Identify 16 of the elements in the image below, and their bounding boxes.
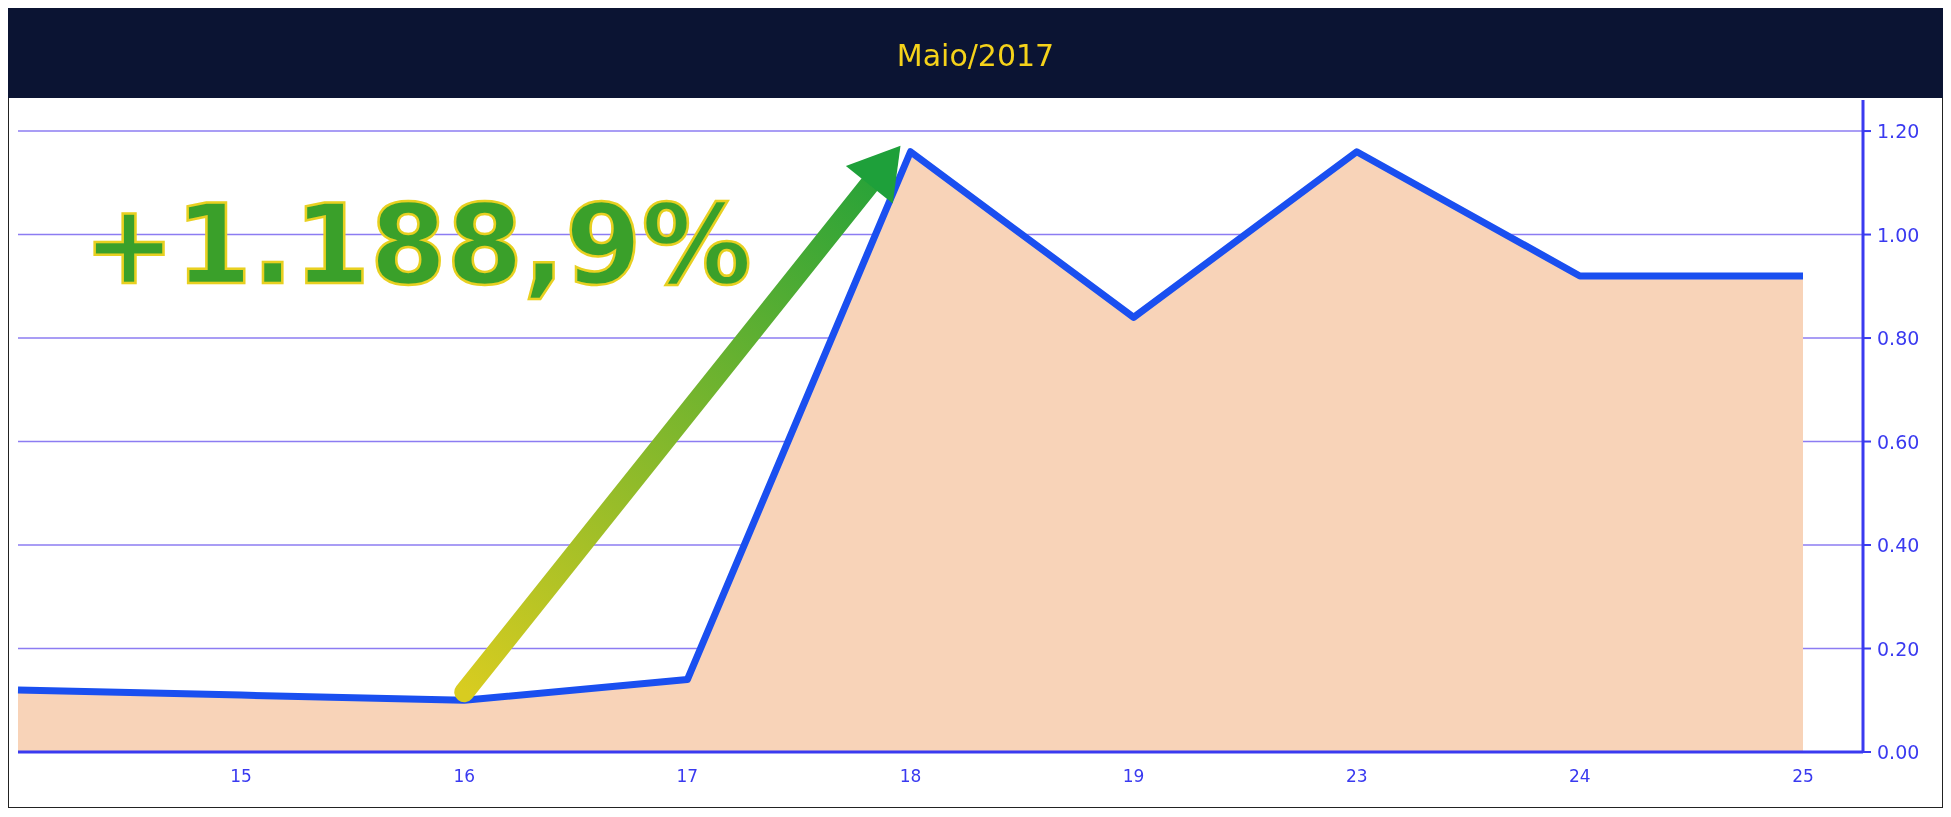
y-tick-label: 0.00	[1877, 741, 1920, 763]
x-tick-label: 15	[230, 766, 252, 786]
y-tick-label: 0.80	[1877, 327, 1920, 350]
x-tick-label: 16	[453, 766, 476, 786]
y-tick-label: 1.00	[1877, 223, 1920, 246]
x-tick-label: 19	[1122, 766, 1145, 786]
chart-title: Maio/2017	[896, 38, 1055, 73]
x-tick-label: 25	[1792, 766, 1814, 786]
y-tick-label: 0.60	[1877, 430, 1920, 453]
y-tick-label: 0.40	[1877, 534, 1920, 557]
x-tick-label: 24	[1569, 766, 1591, 786]
x-tick-label: 17	[676, 766, 699, 786]
y-tick-label: 0.20	[1877, 637, 1920, 660]
x-tick-label: 23	[1345, 766, 1368, 786]
x-tick-label: 18	[899, 766, 922, 786]
y-tick-label: 1.20	[1877, 120, 1920, 143]
